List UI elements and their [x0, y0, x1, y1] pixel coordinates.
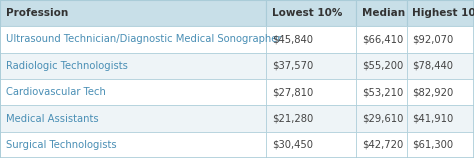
Bar — [356, 105, 407, 132]
Text: $55,200: $55,200 — [362, 61, 403, 71]
Bar — [266, 26, 356, 53]
Text: $27,810: $27,810 — [272, 87, 313, 97]
Bar — [407, 26, 474, 53]
Bar — [0, 79, 266, 105]
Text: Median: Median — [362, 8, 405, 18]
Bar — [0, 0, 266, 26]
Text: $66,410: $66,410 — [362, 34, 403, 45]
Text: $41,910: $41,910 — [412, 113, 454, 124]
Text: $37,570: $37,570 — [272, 61, 313, 71]
Bar — [407, 53, 474, 79]
Text: Cardiovascular Tech: Cardiovascular Tech — [6, 87, 106, 97]
Text: $42,720: $42,720 — [362, 140, 403, 150]
Bar — [356, 26, 407, 53]
Bar — [266, 53, 356, 79]
Text: $29,610: $29,610 — [362, 113, 403, 124]
Bar — [407, 79, 474, 105]
Bar — [356, 53, 407, 79]
Bar — [266, 0, 356, 26]
Bar — [266, 105, 356, 132]
Bar — [0, 105, 266, 132]
Bar — [407, 105, 474, 132]
Text: $30,450: $30,450 — [272, 140, 313, 150]
Bar — [266, 132, 356, 158]
Bar — [407, 0, 474, 26]
Text: $45,840: $45,840 — [272, 34, 313, 45]
Text: $78,440: $78,440 — [412, 61, 453, 71]
Bar — [356, 79, 407, 105]
Text: $53,210: $53,210 — [362, 87, 403, 97]
Text: Lowest 10%: Lowest 10% — [272, 8, 342, 18]
Bar — [0, 53, 266, 79]
Bar — [356, 132, 407, 158]
Text: Surgical Technologists: Surgical Technologists — [6, 140, 116, 150]
Text: Radiologic Technologists: Radiologic Technologists — [6, 61, 128, 71]
Text: Medical Assistants: Medical Assistants — [6, 113, 98, 124]
Bar — [266, 79, 356, 105]
Text: Ultrasound Technician/Diagnostic Medical Sonographer: Ultrasound Technician/Diagnostic Medical… — [6, 34, 281, 45]
Bar — [0, 132, 266, 158]
Text: $21,280: $21,280 — [272, 113, 313, 124]
Bar — [0, 26, 266, 53]
Text: $82,920: $82,920 — [412, 87, 454, 97]
Bar — [356, 0, 407, 26]
Text: Profession: Profession — [6, 8, 68, 18]
Bar — [407, 132, 474, 158]
Text: $61,300: $61,300 — [412, 140, 454, 150]
Text: Highest 10%: Highest 10% — [412, 8, 474, 18]
Text: $92,070: $92,070 — [412, 34, 454, 45]
